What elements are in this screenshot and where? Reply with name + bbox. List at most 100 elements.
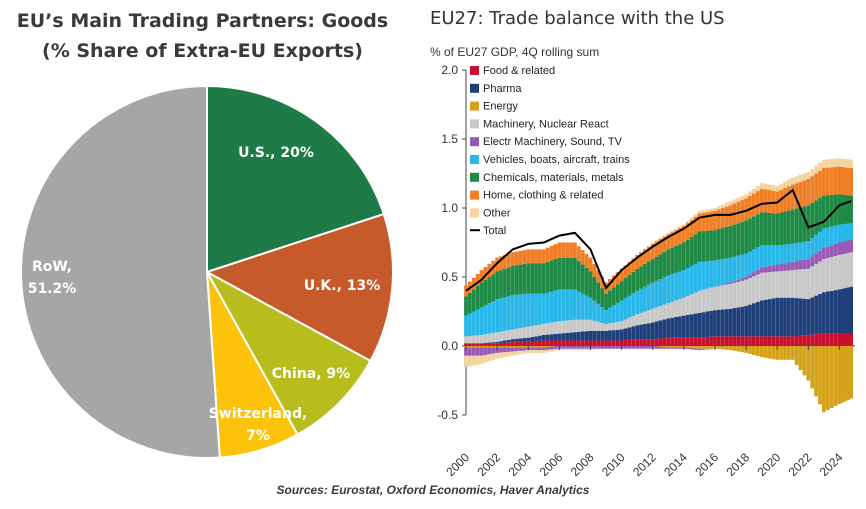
area-bar-s6-7 (491, 274, 496, 302)
area-bar-s3-43 (631, 315, 636, 327)
area-bar-s3-73 (748, 278, 752, 305)
area-bar-s8-81 (779, 183, 783, 190)
area-bar-s0-54 (674, 337, 678, 346)
area-bar-s8-69 (732, 199, 737, 204)
area-bar-s0-71 (740, 336, 745, 346)
area-bar-s0-34 (596, 340, 601, 346)
area-bar-s7-43 (631, 258, 636, 272)
area-bar-s4-73 (748, 274, 752, 279)
area-bar-s7-83 (786, 186, 791, 211)
y-tick-label-5: 2.0 (441, 63, 458, 77)
area-bar-s7-44 (635, 254, 640, 269)
area-bar-s5-62 (705, 261, 710, 289)
area-bar-s1-66 (720, 309, 725, 337)
area-bar-s0-89 (810, 334, 815, 346)
area-bar-s6-57 (685, 239, 690, 269)
area-bar-s6-76 (759, 212, 764, 246)
area-bar-s7-33 (592, 263, 597, 277)
area-bar-s6-78 (767, 212, 772, 246)
area-bar-s7-99 (846, 167, 851, 196)
area-bar-s4-81 (779, 263, 783, 272)
area-bar-s7-93 (825, 167, 830, 196)
total-line (465, 188, 852, 292)
area-bar-s4-27 (569, 346, 573, 349)
area-bar-s3-36 (604, 323, 608, 331)
x-tick-label-8: 2016 (692, 450, 721, 479)
area-bar-s1-24 (557, 333, 562, 341)
area-bar-s8-26 (565, 348, 570, 351)
legend-label-5: Vehicles, boats, aircraft, trains (483, 154, 630, 166)
area-bar-s1-93 (825, 291, 830, 334)
area-bar-s1-14 (518, 338, 523, 342)
area-bar-s5-71 (740, 254, 745, 279)
area-bar-s4-19 (538, 347, 542, 351)
area-bar-s4-6 (487, 347, 492, 355)
area-bar-s0-43 (631, 339, 636, 346)
area-bar-s1-33 (592, 330, 597, 341)
area-bar-s0-0 (464, 343, 468, 346)
area-bar-s6-81 (779, 212, 783, 245)
area-bar-s5-85 (794, 243, 799, 262)
area-bar-s5-43 (631, 293, 636, 316)
area-bar-s5-63 (709, 260, 713, 288)
area-bar-s0-92 (821, 333, 826, 346)
legend-swatch-8 (470, 208, 479, 218)
area-bar-s7-45 (639, 252, 643, 267)
area-bar-s2-86 (798, 346, 803, 371)
area-bar-s8-64 (713, 208, 717, 211)
area-bar-s8-21 (545, 349, 550, 353)
area-bar-s1-84 (790, 297, 795, 337)
area-bar-s2-75 (755, 346, 760, 357)
legend-swatch-7 (470, 190, 479, 200)
legend-label-7: Home, clothing & related (483, 190, 603, 202)
area-bar-s1-12 (510, 339, 515, 342)
pie-label-4: RoW, 51.2% (28, 259, 77, 297)
area-bar-s3-88 (806, 268, 811, 300)
area-bar-s8-76 (759, 183, 764, 189)
area-bar-s8-52 (666, 232, 671, 235)
area-bar-s7-50 (658, 239, 663, 255)
area-bar-s2-73 (748, 346, 752, 354)
area-bar-s6-26 (565, 257, 570, 290)
area-bar-s8-49 (654, 240, 659, 242)
area-bar-s3-65 (716, 285, 721, 310)
area-bar-s4-77 (763, 266, 768, 273)
area-bar-s0-39 (615, 340, 620, 346)
area-bar-s4-83 (786, 262, 791, 271)
area-bar-s7-35 (600, 276, 605, 289)
area-bar-s6-100 (849, 195, 853, 224)
area-bar-s5-89 (810, 238, 815, 257)
area-bar-s5-49 (654, 280, 659, 308)
area-bar-s5-29 (576, 291, 581, 320)
area-bar-s5-52 (666, 275, 671, 304)
area-bar-s7-74 (751, 193, 756, 217)
area-bar-s5-76 (759, 245, 764, 268)
area-bar-s3-98 (843, 253, 848, 289)
area-bar-s0-66 (720, 336, 725, 346)
area-bar-s1-38 (611, 330, 616, 341)
area-bar-s5-60 (697, 261, 702, 291)
area-bar-s8-8 (495, 352, 500, 359)
area-bar-s2-5 (483, 346, 488, 348)
area-bar-s1-77 (763, 299, 768, 337)
area-bar-s1-65 (716, 309, 721, 337)
area-bar-s7-23 (553, 244, 558, 260)
area-bar-s1-87 (802, 298, 807, 336)
area-bar-s4-100 (849, 239, 853, 253)
area-bar-s7-19 (538, 249, 542, 264)
area-bar-s8-65 (716, 206, 721, 210)
area-bar-s4-78 (767, 265, 772, 273)
area-bar-s8-3 (475, 355, 480, 365)
area-bar-s4-46 (643, 346, 647, 349)
area-bar-s1-69 (732, 308, 737, 337)
area-bar-s7-18 (534, 249, 538, 264)
area-bar-s1-60 (697, 312, 702, 338)
area-bar-s6-12 (510, 265, 515, 295)
area-bar-s2-70 (736, 346, 741, 352)
x-tick-label-9: 2018 (723, 450, 752, 479)
area-bar-s1-26 (565, 332, 570, 341)
area-bar-s6-3 (475, 285, 480, 310)
area-bar-s6-14 (518, 264, 523, 295)
area-bar-s3-55 (678, 299, 682, 317)
area-bar-s1-35 (600, 330, 605, 341)
